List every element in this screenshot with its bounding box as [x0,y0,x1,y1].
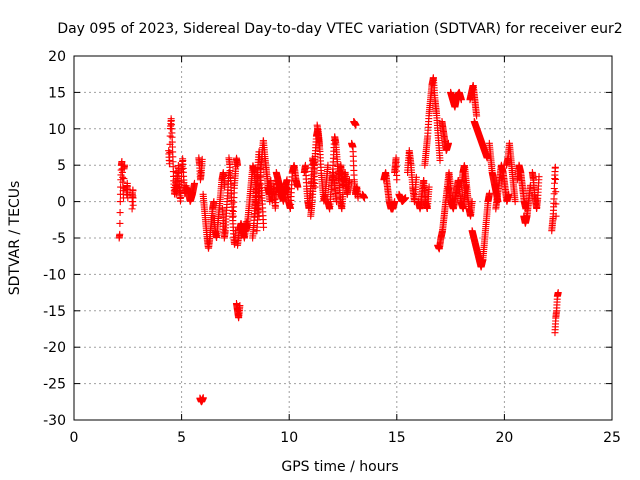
y-tick-label: -25 [43,377,66,393]
x-tick-label: 20 [495,430,513,446]
data-point [391,198,399,206]
y-tick-label: 15 [48,85,66,101]
data-point [402,194,410,202]
data-point [354,194,362,202]
data-point [129,187,137,195]
data-point [486,189,494,197]
data-point [425,183,433,191]
data-point [199,394,207,402]
grid-lines [74,56,612,420]
data-point [361,194,369,202]
x-tick-label: 5 [177,430,186,446]
data-point [129,194,137,202]
data-point [166,157,174,165]
data-points [115,74,562,406]
data-point [260,223,268,231]
y-tick-label: 10 [48,122,66,138]
data-point [129,201,137,209]
data-point [552,175,560,183]
data-point [234,161,242,169]
y-tick-label: 5 [57,158,66,174]
data-point [468,198,476,206]
x-tick-label: 0 [70,430,79,446]
data-point [444,139,452,147]
data-point [393,176,401,184]
data-point [116,209,124,217]
data-point [352,121,360,129]
y-tick-label: -5 [52,231,66,247]
data-point [483,154,491,162]
data-point [412,173,420,181]
data-point [166,132,174,140]
data-point [283,176,291,184]
data-point [552,200,560,208]
y-axis-label: SDTVAR / TECUs [7,181,23,296]
data-point [198,155,206,163]
y-tick-label: -15 [43,304,66,320]
data-point [116,219,124,227]
data-point [116,198,124,206]
data-point [236,302,244,310]
data-point [511,198,519,206]
chart-title: Day 095 of 2023, Sidereal Day-to-day VTE… [57,21,622,37]
data-point [457,96,465,104]
y-tick-label: -30 [43,413,66,429]
y-tick-label: -20 [43,340,66,356]
data-point [552,188,560,196]
x-tick-label: 10 [280,430,298,446]
data-point [294,183,302,191]
x-axis-label: GPS time / hours [281,459,398,475]
y-tick-label: 0 [57,195,66,211]
data-point [191,179,199,187]
x-tick-label: 15 [388,430,406,446]
axis-ticks: 0 5 10 15 20 25 -30 -25 -20 -15 -10 -5 0 5 10 15 20 [43,49,621,446]
y-tick-label: 20 [48,49,66,65]
data-point [473,112,481,120]
data-point [551,163,559,171]
data-point [552,212,560,220]
data-point [128,205,136,213]
data-point [436,156,444,164]
y-tick-label: -10 [43,267,66,283]
data-point [554,289,562,297]
data-point [121,161,129,169]
data-point [535,173,543,181]
data-point [120,175,128,183]
x-tick-label: 25 [603,430,621,446]
data-point [210,198,218,206]
data-point [116,230,124,238]
